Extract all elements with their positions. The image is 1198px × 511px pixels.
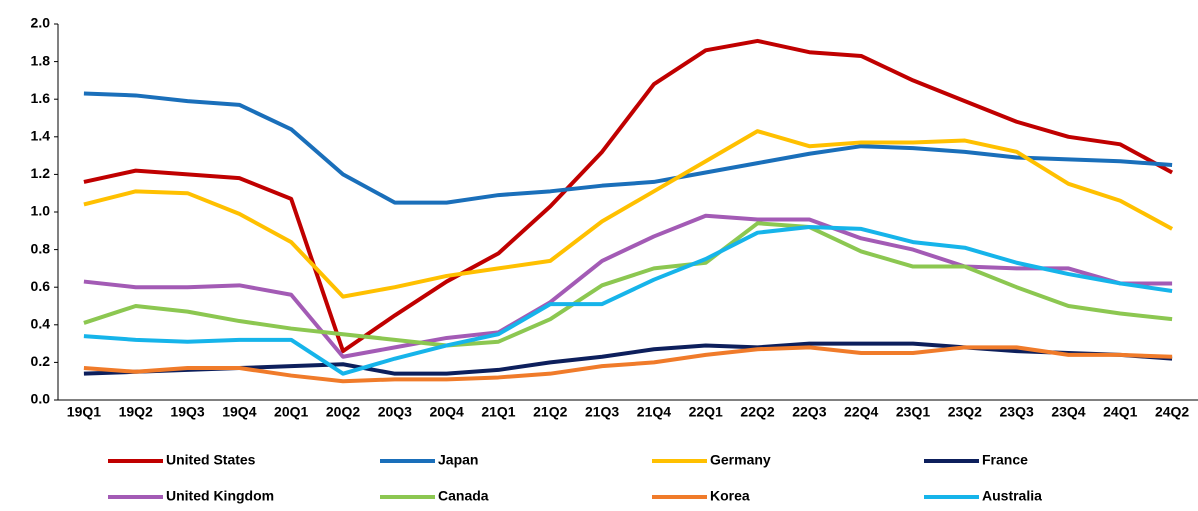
x-tick-label: 20Q1 [274,404,308,420]
y-tick-label: 2.0 [31,15,51,31]
x-tick-label: 20Q3 [378,404,412,420]
x-tick-label: 21Q2 [533,404,567,420]
y-tick-label: 0.2 [31,353,51,369]
series-line [83,225,1173,376]
series-line [83,91,1173,205]
x-tick-label: 22Q2 [740,404,774,420]
x-tick-label: 23Q4 [1051,404,1085,420]
y-tick-label: 0.6 [31,278,51,294]
series-line [83,345,1173,384]
series-line [83,129,1174,299]
x-tick-label: 23Q3 [1000,404,1034,420]
y-tick-label: 1.8 [31,52,51,68]
y-tick-label: 1.2 [31,165,51,181]
x-tick-label: 20Q4 [430,404,464,420]
x-tick-label: 21Q1 [481,404,515,420]
x-tick-label: 23Q2 [948,404,982,420]
series-line [83,221,1173,348]
y-tick-label: 1.4 [31,128,51,144]
legend-label: Germany [710,452,771,468]
x-tick-label: 24Q2 [1155,404,1189,420]
legend-label: Japan [438,452,478,468]
legend-label: Australia [982,488,1042,504]
y-tick-label: 0.8 [31,240,51,256]
x-tick-label: 19Q1 [67,404,101,420]
y-tick-label: 1.0 [31,203,51,219]
y-tick-label: 0.4 [31,316,51,332]
series-line [83,38,1174,354]
legend-label: United States [166,452,256,468]
y-tick-label: 0.0 [31,391,51,407]
legend-label: France [982,452,1028,468]
x-tick-label: 21Q3 [585,404,619,420]
x-tick-label: 19Q4 [222,404,256,420]
x-tick-label: 23Q1 [896,404,930,420]
x-tick-label: 22Q1 [689,404,723,420]
x-tick-label: 19Q2 [119,404,153,420]
x-tick-label: 24Q1 [1103,404,1137,420]
x-tick-label: 19Q3 [170,404,204,420]
x-tick-label: 21Q4 [637,404,671,420]
x-tick-label: 22Q3 [792,404,826,420]
y-tick-label: 1.6 [31,90,51,106]
legend-label: Canada [438,488,489,504]
series-line [83,213,1173,359]
legend-label: Korea [710,488,750,504]
x-tick-label: 20Q2 [326,404,360,420]
x-tick-label: 22Q4 [844,404,878,420]
legend-label: United Kingdom [166,488,274,504]
